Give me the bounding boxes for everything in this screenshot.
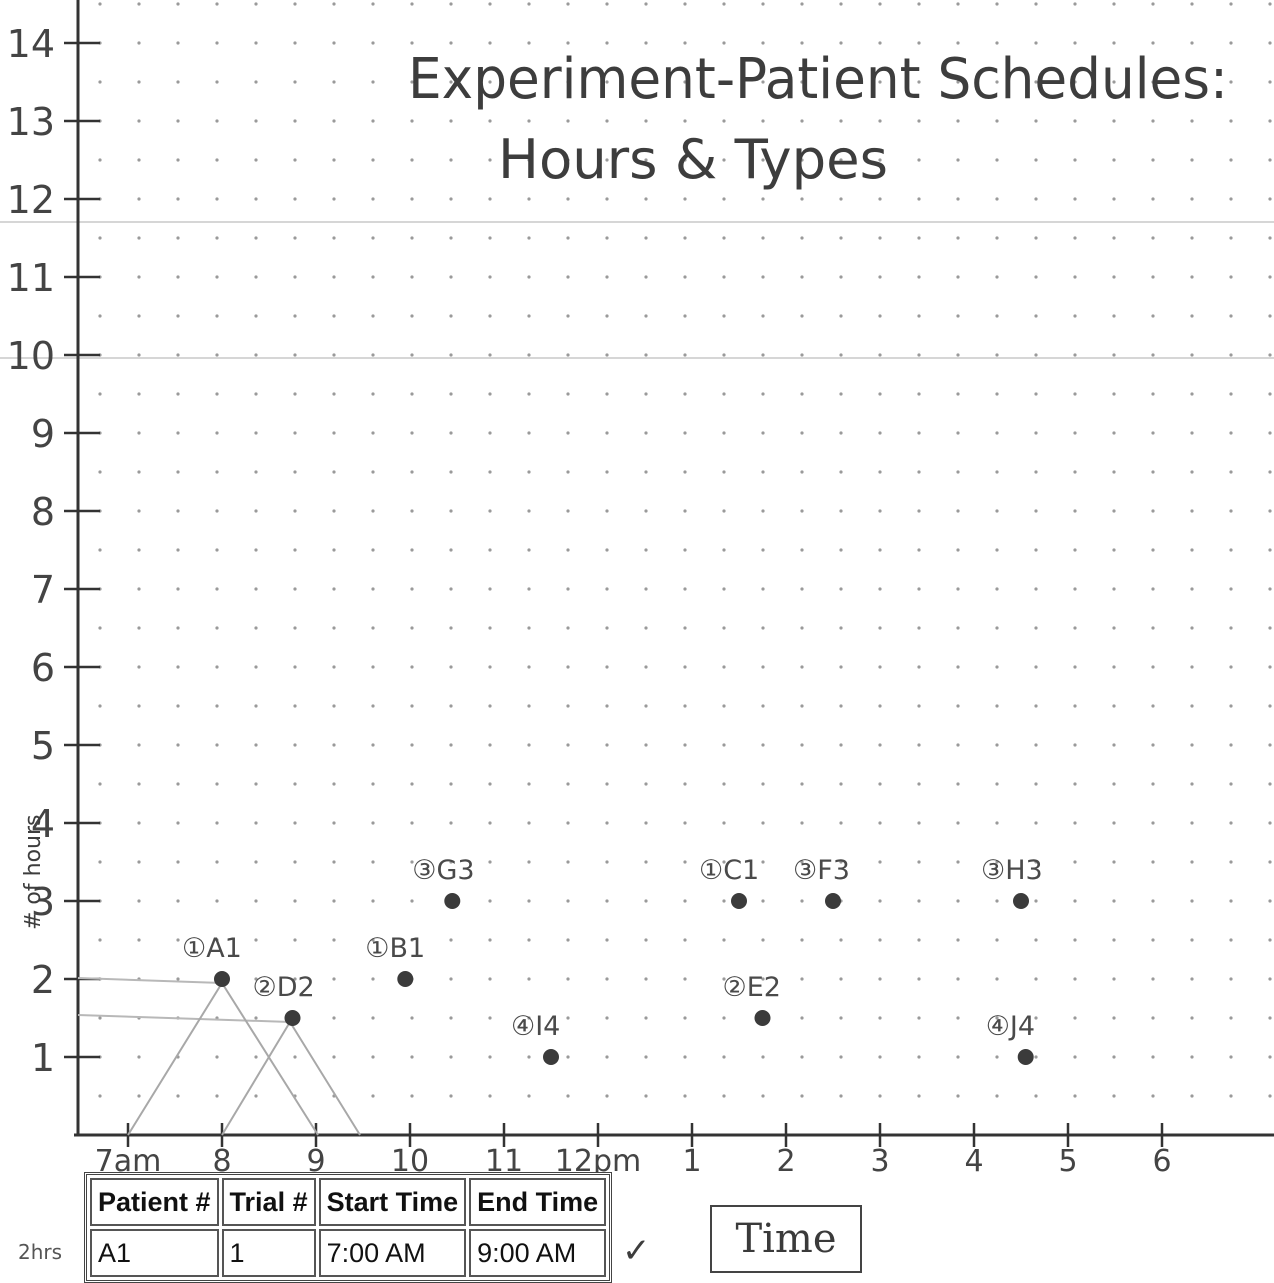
header-trial: Trial #: [221, 1178, 316, 1226]
y-axis-title: # of hours: [21, 815, 46, 930]
y-tick-label: 5: [31, 724, 55, 768]
x-tick-label: 9: [306, 1144, 325, 1179]
cell-patient: A1: [90, 1229, 219, 1277]
x-axis-title-box: Time: [710, 1205, 862, 1273]
dot-grid: [98, 2, 1272, 1098]
x-tick-label: 2: [776, 1144, 795, 1179]
table-row: A1 1 7:00 AM 9:00 AM: [90, 1229, 607, 1277]
x-tick-label: 5: [1058, 1144, 1077, 1179]
side-note: 2hrs: [18, 1240, 63, 1264]
data-point-label: ①C1: [699, 855, 759, 886]
data-point-label: ①A1: [182, 933, 242, 964]
data-point-label: ②E2: [723, 972, 781, 1003]
data-point-label: ②D2: [253, 972, 315, 1003]
y-tick-label: 10: [7, 334, 55, 378]
data-point: [754, 1010, 771, 1026]
data-point-label: ③F3: [793, 855, 850, 886]
data-point-label: ④J4: [986, 1011, 1035, 1042]
table-header-row: Patient # Trial # Start Time End Time: [90, 1178, 607, 1226]
cell-trial: 1: [221, 1229, 316, 1277]
header-end-time: End Time: [469, 1178, 607, 1226]
x-tick-label: 6: [1152, 1144, 1171, 1179]
data-points: ①A1 ②D2 ①B1 ③G3 ④I4 ①C1 ②E2 ③F3 ③H3 ④J4: [182, 855, 1043, 1065]
data-point: [825, 893, 841, 909]
y-tick-label: 14: [7, 22, 55, 66]
y-tick-label: 8: [31, 490, 55, 534]
y-tick-label: 12: [7, 178, 55, 222]
y-tick-label: 7: [31, 568, 55, 612]
y-tick-label: 11: [7, 256, 55, 300]
faint-ruled-lines: [0, 221, 1274, 359]
header-patient: Patient #: [90, 1178, 219, 1226]
y-tick-label: 1: [31, 1036, 55, 1080]
chart-title-line2: Hours & Types: [498, 128, 888, 191]
x-tick-label: 8: [212, 1144, 231, 1179]
chart-title-line1: Experiment-Patient Schedules:: [408, 47, 1228, 112]
y-tick-label: 13: [7, 100, 55, 144]
pencil-sketch-lines: [77, 977, 361, 1136]
x-ticks: 7am 8 9 10 11 12pm 1 2 3 4 5 6: [95, 1123, 1172, 1179]
y-tick-label: 2: [31, 958, 55, 1002]
x-tick-label: 3: [870, 1144, 889, 1179]
data-point: [284, 1010, 301, 1026]
y-tick-label: 9: [31, 412, 55, 456]
data-point: [214, 971, 230, 987]
schedule-table: Patient # Trial # Start Time End Time A1…: [84, 1172, 613, 1283]
x-tick-label: 1: [682, 1144, 701, 1179]
check-mark: ✓: [622, 1231, 651, 1271]
data-point: [543, 1049, 559, 1065]
data-point-label: ③H3: [981, 855, 1043, 886]
data-point: [1017, 1049, 1034, 1065]
y-tick-label: 4: [31, 802, 55, 846]
data-point: [397, 971, 414, 987]
data-point-label: ③G3: [412, 855, 474, 886]
data-point: [1013, 893, 1029, 909]
data-point: [444, 893, 461, 909]
y-tick-label: 6: [31, 646, 55, 690]
axes: [74, 0, 1274, 1137]
cell-start-time: 7:00 AM: [318, 1229, 467, 1277]
x-tick-label: 4: [964, 1144, 983, 1179]
data-point-label: ①B1: [365, 933, 425, 964]
data-point: [731, 893, 747, 909]
cell-end-time: 9:00 AM: [469, 1229, 607, 1277]
header-start-time: Start Time: [318, 1178, 467, 1226]
y-tick-label: 3: [31, 880, 55, 924]
data-point-label: ④I4: [511, 1011, 560, 1042]
